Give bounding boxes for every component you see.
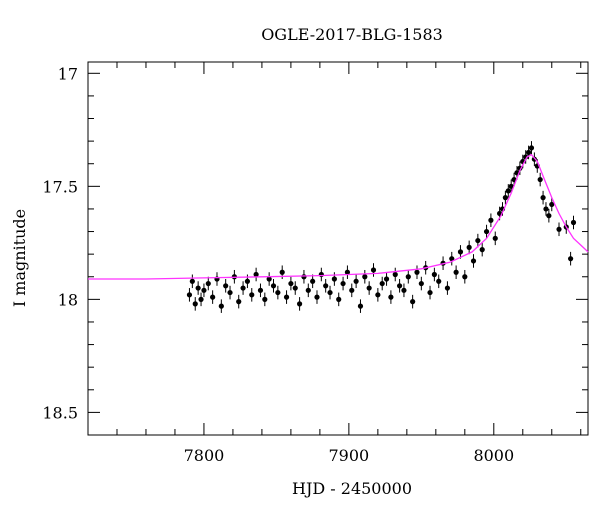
data-point xyxy=(405,274,411,280)
data-point xyxy=(327,289,333,296)
data-point xyxy=(323,283,329,289)
data-point xyxy=(340,280,346,287)
y-tick-label: 18.5 xyxy=(42,403,78,422)
data-point xyxy=(457,249,464,255)
data-point xyxy=(357,303,364,309)
data-point xyxy=(470,258,477,264)
y-tick-label: 17.5 xyxy=(42,177,78,196)
data-point xyxy=(383,276,390,282)
data-point xyxy=(379,280,385,287)
data-point xyxy=(375,292,381,298)
data-point xyxy=(427,289,433,296)
data-point xyxy=(528,145,535,151)
x-tick-label: 7900 xyxy=(329,446,370,465)
chart-title: OGLE-2017-BLG-1583 xyxy=(261,25,443,44)
data-point xyxy=(546,213,552,219)
data-point xyxy=(453,269,459,275)
data-point xyxy=(210,294,216,300)
data-point xyxy=(410,299,416,305)
data-point xyxy=(436,278,442,284)
data-point xyxy=(462,274,468,280)
data-point xyxy=(418,280,424,287)
data-point xyxy=(283,294,290,300)
data-point xyxy=(502,195,508,201)
data-point xyxy=(556,226,562,232)
data-point xyxy=(540,195,546,201)
data-point xyxy=(266,276,272,282)
data-point xyxy=(244,278,251,284)
data-point xyxy=(396,283,403,289)
y-tick-label: 18 xyxy=(58,290,78,309)
data-point xyxy=(236,299,242,305)
data-point xyxy=(344,269,351,275)
data-point xyxy=(201,287,207,293)
data-point xyxy=(488,217,494,223)
data-point xyxy=(296,301,303,307)
data-point xyxy=(186,292,193,298)
data-point xyxy=(508,183,514,189)
data-point xyxy=(288,280,294,287)
data-point xyxy=(305,287,311,293)
data-point xyxy=(257,287,264,293)
data-point xyxy=(449,256,455,262)
data-point xyxy=(388,294,394,300)
data-point xyxy=(314,294,320,300)
data-point xyxy=(223,283,229,289)
data-point xyxy=(240,285,246,291)
data-point xyxy=(543,206,549,212)
data-point xyxy=(192,301,198,307)
data-point xyxy=(275,289,281,296)
data-point xyxy=(198,296,204,302)
data-point xyxy=(349,287,355,293)
data-point xyxy=(189,278,195,284)
data-point xyxy=(195,285,201,291)
data-point xyxy=(537,176,543,183)
y-tick-label: 17 xyxy=(58,64,78,83)
data-point xyxy=(401,287,407,293)
data-point xyxy=(279,269,285,275)
data-point xyxy=(568,256,574,262)
data-point xyxy=(475,237,481,244)
data-point xyxy=(570,219,577,226)
plot-frame xyxy=(87,61,589,436)
data-point xyxy=(414,269,420,275)
data-point xyxy=(492,235,498,241)
data-point xyxy=(318,271,324,278)
data-point xyxy=(310,278,316,284)
data-point xyxy=(301,274,307,280)
data-point xyxy=(549,201,555,208)
data-point xyxy=(525,149,532,156)
data-point xyxy=(205,280,211,287)
data-point xyxy=(218,303,224,309)
x-tick-label: 8000 xyxy=(473,446,514,465)
data-point xyxy=(366,285,372,291)
data-point xyxy=(392,271,398,278)
data-point xyxy=(336,296,342,302)
plot-area: 7800 7900 8000 17 17.5 18 18.5 xyxy=(42,61,589,465)
data-point xyxy=(331,276,337,282)
data-point xyxy=(227,289,233,296)
data-point xyxy=(270,283,277,289)
data-point xyxy=(253,271,259,278)
data-point xyxy=(262,296,268,302)
data-point xyxy=(466,244,472,250)
data-point xyxy=(249,292,255,298)
data-point xyxy=(505,188,511,194)
data-point xyxy=(444,285,451,291)
data-point xyxy=(483,228,490,235)
data-point xyxy=(353,278,359,284)
data-point xyxy=(362,274,368,280)
x-axis-title: HJD - 2450000 xyxy=(292,479,412,498)
y-axis-title: I magnitude xyxy=(10,209,29,307)
model-curve xyxy=(88,153,589,280)
data-point xyxy=(479,247,485,253)
data-point xyxy=(370,267,377,273)
x-tick-label: 7800 xyxy=(184,446,225,465)
data-point xyxy=(431,271,437,278)
data-point xyxy=(292,285,298,291)
